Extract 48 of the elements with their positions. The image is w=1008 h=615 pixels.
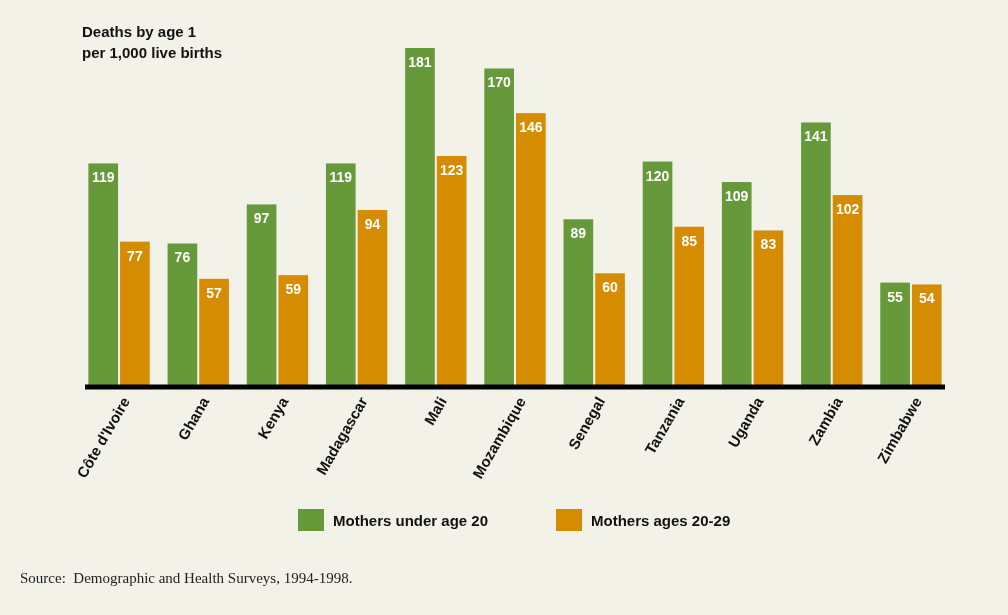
y-axis-title: Deaths by age 1 per 1,000 live births [82,23,223,61]
data-label: 76 [174,249,191,266]
data-label: 109 [725,188,749,205]
bar [832,195,863,385]
bar [642,161,673,385]
data-label: 146 [519,119,543,136]
bar [199,278,229,385]
bar [88,163,119,385]
bar [484,68,514,385]
data-label: 94 [364,215,381,232]
bar [357,209,388,385]
data-label: 55 [887,288,904,305]
data-label: 119 [91,169,115,186]
bar [595,273,625,385]
data-label: 119 [329,169,353,186]
data-label: 123 [439,161,464,178]
bar [721,182,752,385]
bar [563,219,594,385]
data-label: 89 [570,225,587,242]
data-label: 102 [835,201,860,218]
bar [325,163,356,385]
bar [880,282,910,385]
data-label: 59 [285,281,302,298]
bar [167,243,198,385]
bar [436,155,467,385]
bar [911,284,942,385]
data-label: 181 [408,54,432,70]
data-label: 170 [487,74,512,91]
bar [120,241,150,385]
data-label: 83 [760,236,777,253]
bar [278,275,309,385]
bar [801,122,831,385]
bar [405,48,435,385]
data-label: 141 [804,128,828,145]
data-label: 54 [919,290,935,307]
bar [753,230,784,385]
data-label: 57 [206,284,223,301]
data-label: 85 [681,232,698,249]
legend-label: Mothers under age 20 [333,512,489,529]
bar [516,113,546,385]
bar [246,204,277,385]
data-label: 120 [645,167,670,184]
data-label: 77 [127,247,143,264]
legend-label: Mothers ages 20-29 [591,512,731,529]
data-label: 97 [253,210,270,227]
bar [674,226,705,385]
data-label: 60 [602,279,619,296]
source-note: Source: Demographic and Health Surveys, 1994-1998. [20,570,353,586]
